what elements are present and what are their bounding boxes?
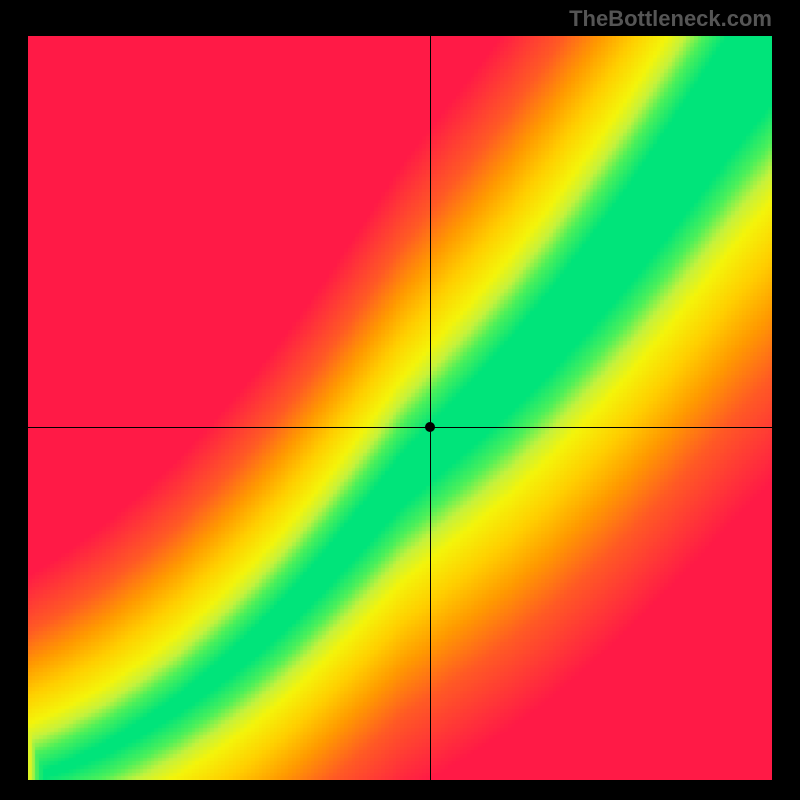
watermark-text: TheBottleneck.com bbox=[569, 6, 772, 32]
chart-container: { "chart": { "type": "heatmap", "canvas"… bbox=[0, 0, 800, 800]
crosshair-marker bbox=[425, 422, 435, 432]
crosshair-horizontal bbox=[28, 427, 772, 428]
bottleneck-heatmap bbox=[28, 36, 772, 780]
crosshair-vertical bbox=[430, 36, 431, 780]
